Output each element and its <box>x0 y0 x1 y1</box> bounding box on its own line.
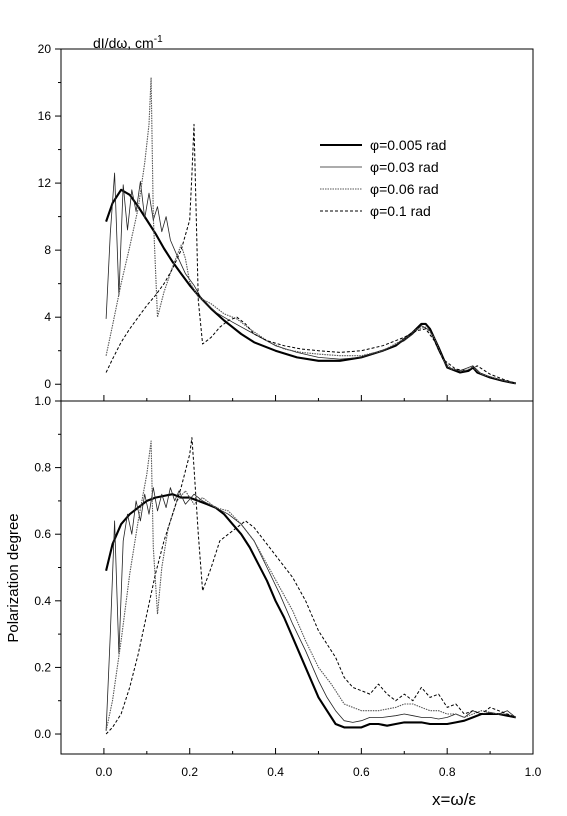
x-tick-label: 0.8 <box>439 765 456 779</box>
legend-label: φ=0.03 rad <box>370 159 439 175</box>
spectrum-y-axis-label: dI/dω, cm-1 <box>93 34 163 51</box>
x-tick-label: 0.6 <box>353 765 370 779</box>
spectrum-y-tick-label: 8 <box>44 243 51 257</box>
spectrum-y-tick-label: 0 <box>44 377 51 391</box>
polarization-series-dotted-line <box>105 440 517 731</box>
polarization-y-tick-label: 0.0 <box>34 727 51 741</box>
polarization-y-tick-label: 0.4 <box>34 594 51 608</box>
polarization-y-tick-label: 0.2 <box>34 660 51 674</box>
legend-label: φ=0.005 rad <box>370 137 446 153</box>
polarization-series-dashed-line <box>105 437 516 735</box>
spectrum-series-dotted-line <box>105 76 516 384</box>
spectrum-y-tick-label: 12 <box>38 176 52 190</box>
polarization-series-thin-line <box>105 487 517 731</box>
spectrum-y-axis-label-superscript: -1 <box>154 34 163 45</box>
spectrum-y-tick-label: 4 <box>44 310 51 324</box>
polarization-y-axis-label: Polarization degree <box>5 513 22 642</box>
spectrum-plot-frame <box>60 48 534 402</box>
legend: φ=0.005 rad φ=0.03 rad φ=0.06 rad φ=0.1 rad <box>320 137 446 219</box>
polarization-y-tick-label: 0.8 <box>34 461 51 475</box>
polarization-panel: 0.0 0.2 0.4 0.6 0.8 1.0 0.0 0.2 0.4 0.6 0.8 1.0 Pol… <box>5 394 542 809</box>
polarization-y-tick-label: 0.6 <box>34 527 51 541</box>
spectrum-series-thick-line <box>105 188 517 385</box>
x-tick-label: 0.0 <box>96 765 113 779</box>
spectrum-panel: 0 4 8 12 16 20 dI/dω, cm-1 φ=0.005 rad φ=0.03 … <box>38 34 534 402</box>
spectrum-y-tick-label: 16 <box>38 109 52 123</box>
polarization-plot-frame <box>60 400 534 755</box>
legend-label: φ=0.1 rad <box>370 203 431 219</box>
x-tick-label: 0.4 <box>267 765 284 779</box>
x-axis-label: x=ω/ε <box>432 790 476 809</box>
x-tick-label: 1.0 <box>525 765 542 779</box>
x-tick-label: 0.2 <box>181 765 198 779</box>
spectrum-y-tick-label: 20 <box>38 42 52 56</box>
legend-label: φ=0.06 rad <box>370 181 439 197</box>
polarization-y-tick-label: 1.0 <box>34 394 51 408</box>
spectrum-series-dashed-line <box>105 123 516 384</box>
